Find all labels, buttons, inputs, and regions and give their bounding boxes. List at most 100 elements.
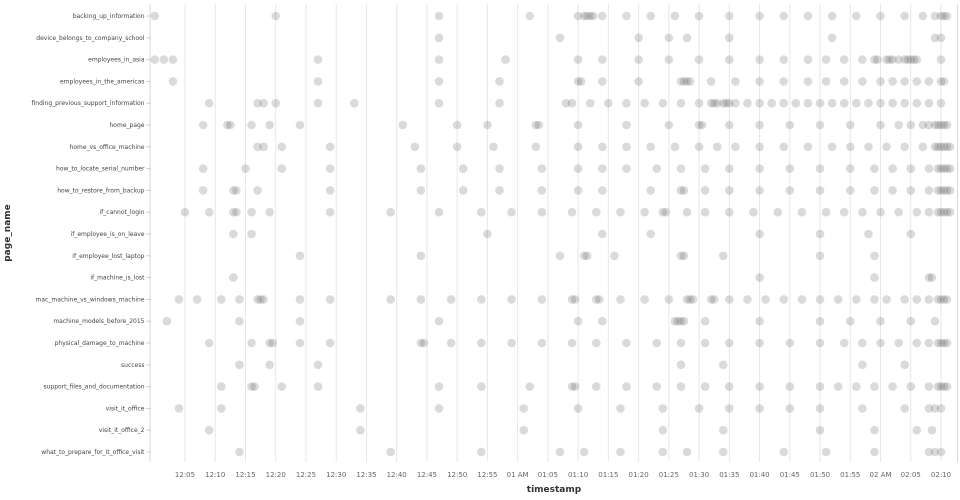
data-point — [416, 338, 426, 348]
data-point — [785, 186, 795, 195]
data-point — [192, 295, 202, 304]
data-point — [416, 251, 426, 261]
data-point — [579, 447, 589, 457]
data-point — [700, 338, 710, 348]
data-point — [939, 186, 949, 195]
data-point — [386, 295, 395, 304]
data-point — [664, 120, 674, 130]
data-point — [416, 164, 426, 173]
data-point — [894, 120, 903, 130]
data-point — [452, 120, 462, 130]
data-point — [313, 360, 323, 370]
data-point — [537, 207, 547, 217]
data-point — [216, 382, 226, 391]
data-point — [888, 98, 897, 108]
data-point — [640, 207, 649, 217]
data-point — [924, 186, 934, 195]
data-point — [434, 11, 444, 21]
data-point — [918, 11, 928, 21]
data-point — [591, 338, 601, 348]
data-point — [567, 207, 577, 217]
data-point — [755, 98, 764, 108]
data-point — [743, 295, 752, 304]
data-point — [477, 382, 486, 391]
data-point — [434, 316, 444, 326]
data-point — [591, 207, 601, 217]
data-point — [885, 55, 894, 64]
data-point — [749, 207, 758, 217]
data-point — [356, 404, 365, 413]
data-point — [755, 382, 764, 391]
data-point — [537, 186, 547, 195]
data-point — [694, 11, 704, 21]
data-point — [761, 295, 770, 304]
data-point — [936, 33, 946, 43]
data-point — [598, 229, 607, 239]
data-point — [912, 55, 922, 64]
x-tick-label: 01:35 — [719, 471, 739, 479]
y-tick-label: visit_it_office — [106, 405, 145, 412]
data-point — [924, 273, 934, 282]
data-point — [162, 316, 172, 326]
data-point — [933, 295, 943, 304]
data-point — [936, 338, 946, 348]
data-point — [277, 164, 287, 173]
data-point — [573, 11, 583, 21]
data-point — [604, 98, 613, 108]
y-tick-label: mac_machine_vs_windows_machine — [36, 296, 145, 303]
data-point — [646, 142, 655, 152]
data-point — [434, 382, 444, 391]
data-point — [779, 55, 789, 64]
data-point — [247, 120, 256, 130]
data-point — [936, 11, 946, 21]
data-point — [712, 98, 722, 108]
data-point — [253, 142, 262, 152]
data-point — [894, 55, 903, 64]
data-point — [582, 11, 592, 21]
data-point — [797, 207, 807, 217]
data-point — [718, 251, 728, 261]
data-point — [495, 164, 504, 173]
data-point — [815, 229, 825, 239]
data-point — [942, 120, 952, 130]
x-tick-label: 02 AM — [870, 471, 892, 479]
data-point — [870, 447, 879, 457]
x-tick-label: 01:20 — [629, 471, 649, 479]
data-point — [652, 164, 662, 173]
data-point — [555, 447, 565, 457]
data-point — [622, 11, 631, 21]
data-point — [924, 120, 934, 130]
data-point — [664, 55, 674, 64]
data-point — [912, 98, 922, 108]
data-point — [232, 207, 241, 217]
data-point — [815, 98, 825, 108]
data-point — [670, 142, 680, 152]
data-point — [930, 120, 940, 130]
data-point — [265, 120, 274, 130]
data-point — [694, 404, 704, 413]
data-point — [942, 295, 952, 304]
x-tick-label: 01:40 — [749, 471, 769, 479]
data-point — [939, 11, 949, 21]
data-point — [900, 295, 910, 304]
data-point — [223, 120, 232, 130]
x-tick-label: 01 AM — [507, 471, 529, 479]
data-point — [434, 77, 444, 86]
data-point — [507, 338, 516, 348]
data-point — [918, 142, 928, 152]
data-point — [743, 98, 752, 108]
data-point — [936, 142, 946, 152]
x-tick-label: 02:05 — [901, 471, 921, 479]
data-point — [858, 55, 867, 64]
data-point — [204, 98, 214, 108]
data-point — [664, 33, 674, 43]
data-point — [924, 77, 934, 86]
data-point — [939, 295, 949, 304]
data-point — [912, 295, 922, 304]
data-point — [900, 55, 910, 64]
y-tick-label: if_cannot_login — [100, 209, 145, 216]
data-point — [876, 316, 885, 326]
data-point — [815, 425, 825, 435]
data-point — [888, 55, 897, 64]
